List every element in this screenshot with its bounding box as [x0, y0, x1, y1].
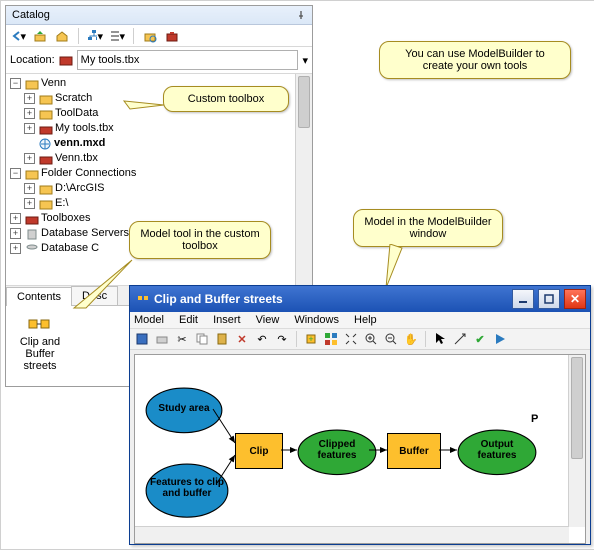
location-label: Location: [10, 54, 55, 66]
up-icon[interactable] [32, 28, 48, 44]
tree-node[interactable]: +D:\ArcGIS [8, 181, 310, 196]
svg-text:+: + [308, 334, 313, 344]
tree-node-mytools[interactable]: +My tools.tbx [8, 121, 310, 136]
cut-icon[interactable]: ✂ [174, 331, 190, 347]
list-icon[interactable]: ▾ [109, 28, 125, 44]
tab-contents[interactable]: Contents [6, 287, 72, 306]
menu-help[interactable]: Help [354, 314, 377, 326]
model-icon [26, 312, 54, 336]
toolbar-separator [133, 28, 134, 44]
tree-scrollbar[interactable] [295, 74, 312, 285]
full-extent-icon[interactable] [343, 331, 359, 347]
layout-icon[interactable] [323, 331, 339, 347]
undo-icon[interactable]: ↶ [254, 331, 270, 347]
back-icon[interactable]: ▾ [10, 28, 26, 44]
modelbuilder-window: Clip and Buffer streets ✕ Model Edit Ins… [129, 285, 591, 545]
validate-icon[interactable]: ✔ [472, 331, 488, 347]
tree-node[interactable]: +Venn.tbx [8, 151, 310, 166]
toolbox-icon[interactable] [164, 28, 180, 44]
content-item-label: Clip and Buffer streets [12, 336, 68, 372]
toolbar-separator [425, 331, 426, 347]
mb-app-icon [136, 292, 150, 306]
toolbar-separator [78, 28, 79, 44]
home-icon[interactable] [54, 28, 70, 44]
copy-icon[interactable] [194, 331, 210, 347]
pin-icon[interactable] [296, 10, 306, 20]
zoomout-icon[interactable] [383, 331, 399, 347]
redo-icon[interactable]: ↷ [274, 331, 290, 347]
catalog-toolbar: ▾ ▾ ▾ [6, 25, 312, 47]
location-input[interactable] [77, 50, 299, 70]
print-icon[interactable] [154, 331, 170, 347]
addtool-icon[interactable]: + [303, 331, 319, 347]
content-item-model[interactable]: Clip and Buffer streets [12, 312, 68, 372]
mb-canvas[interactable]: Study area Features to clip and buffer C… [134, 354, 586, 544]
delete-icon[interactable]: ✕ [234, 331, 250, 347]
tree-node[interactable]: −Folder Connections [8, 166, 310, 181]
menu-view[interactable]: View [256, 314, 280, 326]
callout-custom-toolbox: Custom toolbox [163, 86, 289, 112]
location-dropdown-icon[interactable]: ▾ [302, 54, 308, 67]
maximize-button[interactable] [538, 289, 560, 309]
menu-windows[interactable]: Windows [294, 314, 339, 326]
minimize-button[interactable] [512, 289, 534, 309]
menu-edit[interactable]: Edit [179, 314, 198, 326]
tree-node[interactable]: +E:\ [8, 196, 310, 211]
diagram-edges [135, 355, 569, 527]
connect-folder-icon[interactable] [142, 28, 158, 44]
mb-menubar[interactable]: Model Edit Insert View Windows Help [130, 312, 590, 329]
pan-icon[interactable]: ✋ [403, 331, 419, 347]
close-button[interactable]: ✕ [564, 289, 586, 309]
menu-model[interactable]: Model [134, 314, 164, 326]
location-row: Location: ▾ [6, 47, 312, 74]
callout-intro: You can use ModelBuilder to create your … [379, 41, 571, 79]
zoomin-icon[interactable] [363, 331, 379, 347]
catalog-titlebar[interactable]: Catalog [6, 6, 312, 25]
mb-title-text: Clip and Buffer streets [154, 292, 508, 306]
tree-node[interactable]: venn.mxd [8, 136, 310, 151]
callout-mb-window: Model in the ModelBuilder window [353, 209, 503, 247]
callout-model-tool: Model tool in the custom toolbox [129, 221, 271, 259]
toolbar-separator [296, 331, 297, 347]
menu-insert[interactable]: Insert [213, 314, 241, 326]
mb-scrollbar-v[interactable] [568, 355, 585, 527]
mb-toolbar: ✂ ✕ ↶ ↷ + ✋ ✔ [130, 329, 590, 350]
pointer-icon[interactable] [432, 331, 448, 347]
mb-titlebar[interactable]: Clip and Buffer streets ✕ [130, 286, 590, 312]
tree-icon[interactable]: ▾ [87, 28, 103, 44]
location-icon [59, 54, 73, 66]
connect-icon[interactable] [452, 331, 468, 347]
run-icon[interactable] [492, 331, 508, 347]
mb-scrollbar-h[interactable] [135, 526, 569, 543]
save-icon[interactable] [134, 331, 150, 347]
catalog-title-text: Catalog [12, 9, 296, 21]
paste-icon[interactable] [214, 331, 230, 347]
